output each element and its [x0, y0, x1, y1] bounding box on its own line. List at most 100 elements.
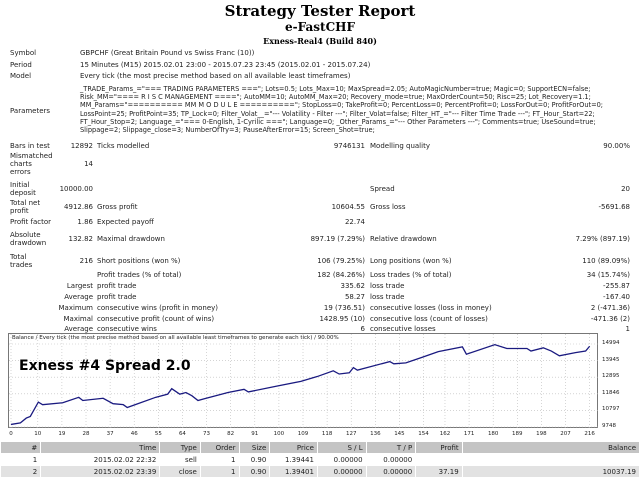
table-cell: 0.00000	[333, 455, 363, 464]
avg-consecutive-wins-value: 6	[360, 325, 365, 333]
x-tick-label: 109	[297, 431, 309, 437]
column-header[interactable]: Time	[41, 442, 160, 453]
maximal-label: Maximal	[63, 315, 93, 323]
mismatch-value: 14	[84, 160, 93, 168]
column-header[interactable]: Balance	[462, 442, 639, 453]
symbol-label: Symbol	[10, 49, 37, 57]
average-loss-value: -167.40	[602, 293, 630, 301]
period-value: 15 Minutes (M15) 2015.02.01 23:00 - 2015…	[80, 61, 371, 69]
total-trades-label: Total trades	[10, 253, 33, 269]
table-cell: 1	[32, 455, 38, 464]
x-tick-label: 162	[439, 431, 451, 437]
total-trades-value: 216	[79, 257, 93, 265]
maximal-consecutive-loss-value: -471.36 (2)	[590, 315, 630, 323]
table-cell: 0.90	[250, 455, 267, 464]
ticks-label: Ticks modelled	[97, 142, 150, 150]
long-positions-label: Long positions (won %)	[370, 257, 452, 265]
y-tick-label: 10797	[602, 406, 620, 413]
parameters-label: Parameters	[10, 107, 51, 115]
expected-payoff-label: Expected payoff	[97, 218, 154, 226]
y-tick-label: 9748	[602, 423, 616, 429]
balance-chart-svg	[9, 334, 599, 429]
max-consecutive-losses-label: consecutive losses (loss in money)	[370, 304, 492, 312]
gross-profit-value: 10604.55	[331, 203, 365, 211]
avg-consecutive-losses-value: 1	[625, 325, 630, 333]
column-header[interactable]: Price	[270, 442, 317, 453]
x-tick-label: 82	[227, 431, 235, 437]
balance-line	[10, 343, 591, 426]
relative-drawdown-value: 7.29% (897.19)	[575, 235, 630, 243]
x-tick-label: 136	[370, 431, 381, 437]
table-cell: 1.39441	[285, 455, 314, 464]
x-tick-label: 28	[82, 431, 90, 437]
x-tick-label: 145	[394, 431, 405, 437]
deposit-label: Initial deposit	[10, 181, 36, 197]
maximal-consecutive-profit-label: consecutive profit (count of wins)	[97, 315, 215, 323]
table-cell: 2015.02.02 22:32	[93, 455, 157, 464]
maximal-drawdown-value: 897.19 (7.29%)	[310, 235, 365, 243]
spread-value: 20	[621, 185, 630, 193]
table-cell: sell	[185, 455, 197, 464]
y-tick-label: 12895	[602, 373, 620, 380]
model-value: Every tick (the most precise method base…	[80, 72, 351, 80]
long-positions-value: 110 (89.09%)	[582, 257, 630, 265]
x-tick-label: 55	[154, 431, 162, 437]
chart-overlay-label: Exness #4 Spread 2.0	[19, 358, 191, 374]
spread-label: Spread	[370, 185, 395, 193]
average-profit-label: profit trade	[97, 293, 137, 301]
ticks-value: 9746131	[333, 142, 365, 150]
table-cell: 1	[231, 455, 236, 464]
column-header[interactable]: Type	[160, 442, 200, 453]
loss-trades-value: 34 (15.74%)	[586, 271, 630, 279]
x-tick-label: 64	[178, 431, 186, 437]
column-header[interactable]: Profit	[416, 442, 462, 453]
average-loss-label: loss trade	[370, 293, 405, 301]
period-label: Period	[10, 61, 32, 69]
maximal-consecutive-loss-label: consecutive loss (count of losses)	[370, 315, 488, 323]
mismatch-label: Mismatched charts errors	[10, 152, 53, 176]
bars-label: Bars in test	[10, 142, 50, 150]
column-header[interactable]: S / L	[317, 442, 366, 453]
relative-drawdown-label: Relative drawdown	[370, 235, 437, 243]
table-cell	[463, 454, 639, 465]
bars-value: 12892	[70, 142, 93, 150]
x-tick-label: 180	[487, 431, 499, 437]
largest-loss-label: loss trade	[370, 282, 405, 290]
table-cell	[416, 454, 461, 465]
x-tick-label: 46	[130, 431, 138, 437]
table-row: 1 2015.02.02 22:32 sell 1 0.90 1.39441 0.00000…	[1, 454, 639, 465]
table-cell: close	[160, 466, 200, 477]
table-cell: 0.00000	[317, 466, 366, 477]
report-title: Strategy Tester Report	[224, 2, 416, 20]
x-tick-label: 0	[9, 431, 13, 437]
x-tick-label: 118	[321, 431, 333, 437]
average-label: Average	[64, 293, 93, 301]
largest-label: Largest	[66, 282, 93, 290]
table-cell: 37.19	[416, 466, 462, 477]
column-header[interactable]: Order	[200, 442, 239, 453]
model-label: Model	[10, 72, 32, 80]
table-cell: 0.00000	[366, 466, 416, 477]
x-tick-label: 154	[418, 431, 429, 437]
x-tick-label: 189	[512, 431, 523, 437]
chart-title: Balance / Every tick (the most precise m…	[12, 335, 339, 341]
column-header[interactable]: T / P	[366, 442, 416, 453]
maximum-label: Maximum	[58, 304, 94, 312]
x-tick-label: 37	[106, 431, 114, 437]
column-header[interactable]: Size	[239, 442, 270, 453]
profit-trades-label: Profit trades (% of total)	[97, 271, 182, 279]
short-positions-value: 106 (79.25%)	[317, 257, 365, 265]
maximal-consecutive-profit-value: 1428.95 (10)	[319, 315, 365, 323]
gross-loss-value: -5691.68	[598, 203, 630, 211]
expected-payoff-value: 22.74	[344, 218, 365, 226]
column-header[interactable]: #	[1, 442, 41, 453]
quality-label: Modelling quality	[370, 142, 430, 150]
largest-loss-value: -255.87	[602, 282, 630, 290]
table-cell: 2	[1, 466, 41, 477]
table-cell: 1	[200, 466, 239, 477]
deposit-value: 10000.00	[59, 185, 93, 193]
x-tick-label: 19	[58, 431, 66, 437]
profit-factor-value: 1.86	[77, 218, 93, 226]
largest-profit-value: 335.62	[340, 282, 366, 290]
